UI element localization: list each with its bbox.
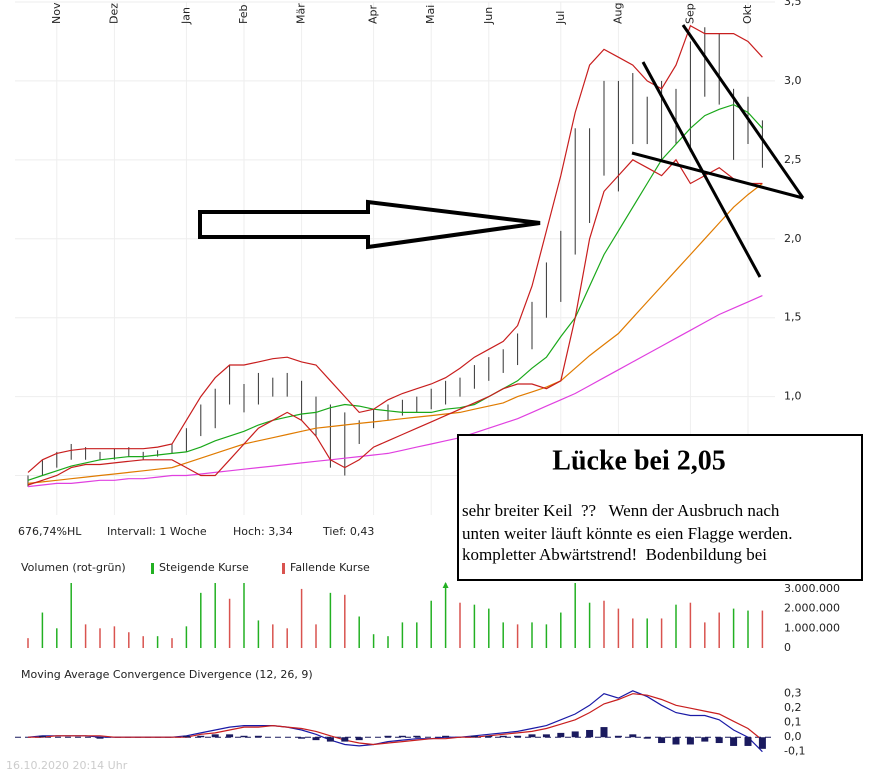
histogram-bar bbox=[499, 735, 507, 738]
histogram-bar bbox=[96, 737, 104, 739]
histogram-bar bbox=[413, 735, 421, 738]
histogram-bar bbox=[701, 737, 709, 742]
histogram-bar bbox=[298, 737, 306, 739]
panel-title: Volumen (rot-grün) bbox=[21, 561, 126, 574]
y-tick-label: 2.000.000 bbox=[784, 602, 840, 615]
trend-line bbox=[681, 24, 805, 199]
x-tick-label: Dez bbox=[107, 3, 120, 24]
legend-label: Fallende Kurse bbox=[290, 561, 370, 574]
timestamp: 16.10.2020 20:14 Uhr bbox=[6, 759, 128, 772]
histogram-bar bbox=[614, 735, 622, 738]
stat: Tief: 0,43 bbox=[322, 525, 374, 538]
y-tick-label: 0,1 bbox=[784, 716, 802, 729]
annotation-text: kompletter Abwärtstrend! Bodenbildung be… bbox=[462, 545, 767, 564]
x-tick-label: Okt bbox=[741, 4, 754, 24]
x-tick-label: Feb bbox=[237, 5, 250, 24]
trend-line bbox=[631, 151, 804, 200]
indicator-line bbox=[27, 158, 763, 486]
y-tick-label: 0 bbox=[784, 641, 791, 654]
y-tick-label: 3.000.000 bbox=[784, 582, 840, 595]
arrow bbox=[198, 199, 541, 250]
histogram-bar bbox=[226, 734, 234, 738]
histogram-bar bbox=[542, 734, 550, 738]
y-tick-label: 0,2 bbox=[784, 701, 802, 714]
annotation: Lücke bei 2,05 sehr breiter Keil ?? Wenn… bbox=[457, 434, 863, 581]
histogram-bar bbox=[470, 735, 478, 738]
histogram-bar bbox=[758, 737, 766, 749]
y-tick-label: 1,0 bbox=[784, 390, 802, 403]
legend-label: Steigende Kurse bbox=[159, 561, 249, 574]
histogram-bar bbox=[730, 737, 738, 746]
histogram-bar bbox=[355, 737, 363, 741]
histogram-bar bbox=[211, 734, 219, 738]
histogram-bar bbox=[643, 737, 651, 739]
histogram-bar bbox=[629, 734, 637, 738]
annotation-text: sehr breiter Keil ?? Wenn der Ausbruch n… bbox=[462, 501, 780, 520]
annotation-box bbox=[457, 434, 863, 581]
indicator-line bbox=[27, 295, 763, 488]
stat: Hoch: 3,34 bbox=[233, 525, 293, 538]
histogram-bar bbox=[528, 734, 536, 738]
histogram-bar bbox=[182, 735, 190, 738]
y-tick-label: 1.000.000 bbox=[784, 621, 840, 634]
histogram-bar bbox=[254, 735, 262, 738]
x-tick-label: Jun bbox=[482, 7, 495, 25]
histogram-bar bbox=[586, 729, 594, 738]
y-tick-label: 3,0 bbox=[784, 74, 802, 87]
histogram-bar bbox=[514, 735, 522, 738]
y-tick-label: -0,1 bbox=[784, 745, 805, 758]
macd-line bbox=[28, 693, 763, 746]
legend-swatch bbox=[282, 563, 285, 574]
annotation-title: Lücke bei 2,05 bbox=[552, 445, 725, 476]
y-tick-label: 2,0 bbox=[784, 232, 802, 245]
y-tick-label: 1,5 bbox=[784, 311, 802, 324]
histogram-bar bbox=[557, 732, 565, 738]
indicator-line bbox=[27, 24, 763, 473]
histogram-bar bbox=[398, 735, 406, 738]
histogram-bar bbox=[600, 727, 608, 738]
histogram-bar bbox=[686, 737, 694, 745]
y-tick-label: 0,0 bbox=[784, 730, 802, 743]
histogram-bar bbox=[312, 737, 320, 741]
panel-title: Moving Average Convergence Divergence (1… bbox=[21, 668, 313, 681]
stat: 676,74%HL bbox=[18, 525, 82, 538]
indicator-line bbox=[27, 103, 763, 481]
histogram-bar bbox=[672, 737, 680, 745]
overflow-arrow bbox=[442, 582, 449, 588]
trend-line bbox=[641, 61, 762, 278]
histogram-bar bbox=[658, 737, 666, 744]
x-tick-label: Sep bbox=[683, 3, 696, 24]
histogram-bar bbox=[744, 737, 752, 746]
histogram-bar bbox=[384, 735, 392, 738]
histogram-bar bbox=[326, 737, 334, 742]
plot-area: 0,51,01,52,02,53,03,5NovDezJanFebMärAprM… bbox=[15, 0, 840, 758]
x-tick-label: Nov bbox=[50, 2, 63, 24]
x-tick-label: Mär bbox=[295, 3, 308, 24]
y-tick-label: 3,5 bbox=[784, 0, 802, 8]
histogram-bar bbox=[341, 737, 349, 742]
x-tick-label: Apr bbox=[367, 4, 380, 24]
indicator-line bbox=[27, 183, 763, 484]
annotation-text: unten weiter läuft könnte es eien Flagge… bbox=[462, 524, 792, 543]
x-tick-label: Mai bbox=[424, 5, 437, 24]
histogram-bar bbox=[571, 731, 579, 738]
legend-swatch bbox=[151, 563, 154, 574]
x-tick-label: Aug bbox=[611, 3, 624, 24]
histogram-bar bbox=[197, 735, 205, 738]
histogram-bar bbox=[38, 735, 46, 738]
x-tick-label: Jul bbox=[554, 11, 567, 25]
stat: Intervall: 1 Woche bbox=[107, 525, 207, 538]
histogram-bar bbox=[442, 735, 450, 738]
histogram-bar bbox=[240, 735, 248, 738]
y-tick-label: 2,5 bbox=[784, 153, 802, 166]
histogram-bar bbox=[485, 735, 493, 738]
y-tick-label: 0,3 bbox=[784, 687, 802, 700]
histogram-bar bbox=[715, 737, 723, 744]
x-tick-label: Jan bbox=[179, 7, 192, 25]
